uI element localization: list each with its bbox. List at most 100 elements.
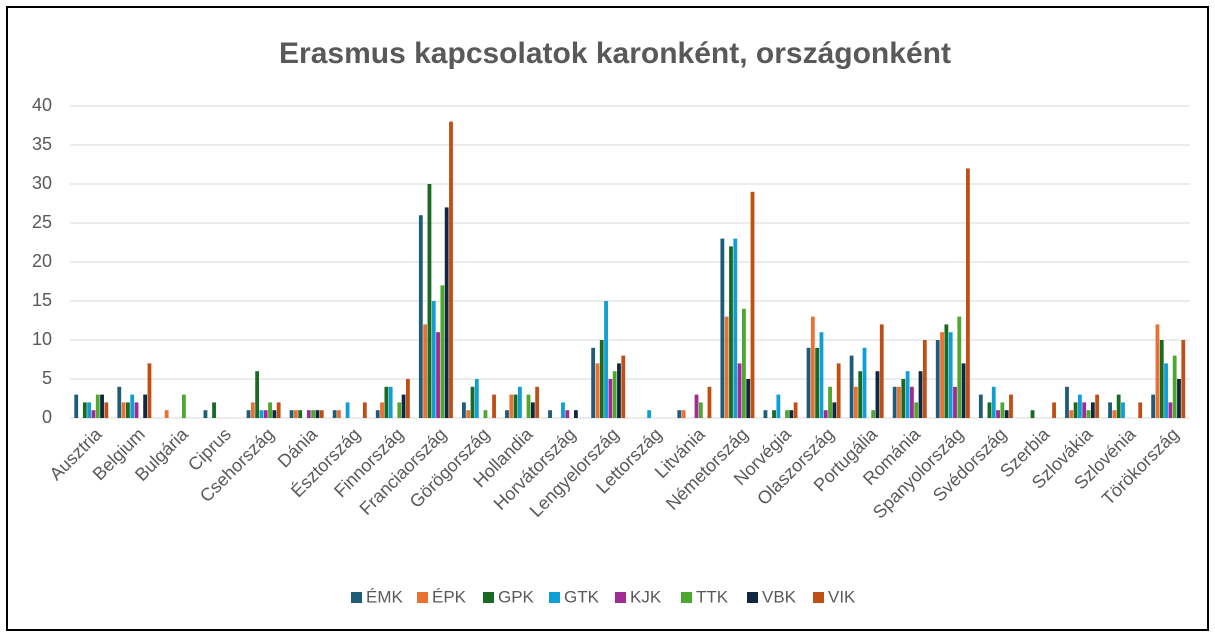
bar bbox=[953, 386, 957, 418]
bar bbox=[914, 402, 919, 418]
bar bbox=[574, 410, 578, 418]
bar bbox=[729, 246, 733, 418]
bar bbox=[612, 371, 617, 418]
bar bbox=[388, 386, 393, 418]
legend-swatch bbox=[351, 592, 362, 603]
bar bbox=[1086, 410, 1091, 418]
bar bbox=[561, 402, 565, 418]
bar bbox=[905, 371, 910, 418]
bar bbox=[1009, 394, 1013, 418]
legend-label: VBK bbox=[762, 587, 797, 606]
bar bbox=[130, 394, 135, 418]
bar bbox=[1138, 402, 1143, 418]
bar bbox=[306, 410, 311, 418]
bar bbox=[1004, 410, 1009, 418]
bar bbox=[1151, 394, 1156, 418]
bar bbox=[518, 386, 522, 418]
bar bbox=[375, 410, 380, 418]
bar bbox=[91, 410, 96, 418]
bar bbox=[647, 410, 652, 418]
bar bbox=[785, 410, 789, 418]
bar bbox=[944, 324, 949, 418]
y-tick-label: 0 bbox=[42, 407, 52, 427]
bar bbox=[513, 394, 518, 418]
bar bbox=[483, 410, 488, 418]
bar bbox=[74, 394, 79, 418]
bar bbox=[427, 184, 432, 418]
bar bbox=[828, 386, 832, 418]
bar bbox=[1116, 394, 1121, 418]
bar bbox=[978, 394, 983, 418]
bar bbox=[466, 410, 471, 418]
bar bbox=[698, 402, 703, 418]
legend-swatch bbox=[483, 592, 494, 603]
bar bbox=[750, 191, 755, 418]
bar bbox=[182, 394, 186, 418]
legend-swatch bbox=[813, 592, 824, 603]
chart-title: Erasmus kapcsolatok karonként, országonk… bbox=[279, 37, 951, 70]
bar bbox=[345, 402, 350, 418]
bar bbox=[440, 285, 445, 418]
bar bbox=[948, 332, 953, 418]
bar bbox=[492, 394, 496, 418]
bar bbox=[474, 379, 479, 418]
bar bbox=[1065, 386, 1069, 418]
bar bbox=[1172, 355, 1177, 418]
bar bbox=[617, 363, 621, 418]
bar bbox=[1108, 402, 1112, 418]
bar bbox=[362, 402, 367, 418]
bar bbox=[595, 363, 600, 418]
bar bbox=[810, 316, 815, 418]
bar bbox=[565, 410, 570, 418]
legend-label: ÉPK bbox=[432, 587, 467, 606]
bar bbox=[922, 340, 927, 418]
legend-swatch bbox=[549, 592, 560, 603]
bar bbox=[384, 386, 389, 418]
bar bbox=[126, 402, 130, 418]
bar bbox=[892, 386, 897, 418]
bar bbox=[418, 215, 423, 418]
bar bbox=[806, 347, 811, 418]
bar bbox=[793, 402, 798, 418]
bar bbox=[462, 402, 466, 418]
bar bbox=[289, 410, 294, 418]
bar bbox=[608, 379, 613, 418]
bar bbox=[548, 410, 552, 418]
bar bbox=[987, 402, 992, 418]
bar bbox=[436, 332, 440, 418]
bar bbox=[763, 410, 768, 418]
bar bbox=[82, 402, 87, 418]
legend-label: GTK bbox=[564, 587, 600, 606]
bar bbox=[87, 402, 92, 418]
bar bbox=[276, 402, 281, 418]
bar bbox=[918, 371, 923, 418]
bar bbox=[1159, 340, 1164, 418]
bar bbox=[332, 410, 337, 418]
y-tick-label: 40 bbox=[32, 95, 52, 115]
bar bbox=[311, 410, 316, 418]
bar bbox=[832, 402, 837, 418]
bar bbox=[1073, 402, 1078, 418]
bar bbox=[526, 394, 531, 418]
y-tick-label: 15 bbox=[32, 290, 52, 310]
bar bbox=[1168, 402, 1173, 418]
y-tick-label: 10 bbox=[32, 329, 52, 349]
bar bbox=[772, 410, 776, 418]
bar bbox=[681, 410, 686, 418]
bar bbox=[875, 371, 880, 418]
bar bbox=[621, 355, 626, 418]
bar bbox=[1030, 410, 1035, 418]
bar bbox=[961, 363, 966, 418]
bar bbox=[246, 410, 251, 418]
bar bbox=[397, 402, 402, 418]
bar bbox=[380, 402, 384, 418]
legend-swatch bbox=[681, 592, 692, 603]
legend-label: KJK bbox=[630, 587, 662, 606]
bar bbox=[879, 324, 884, 418]
bar bbox=[100, 394, 104, 418]
bar bbox=[1000, 402, 1005, 418]
bar bbox=[991, 386, 996, 418]
bar bbox=[121, 402, 126, 418]
bar bbox=[996, 410, 1000, 418]
